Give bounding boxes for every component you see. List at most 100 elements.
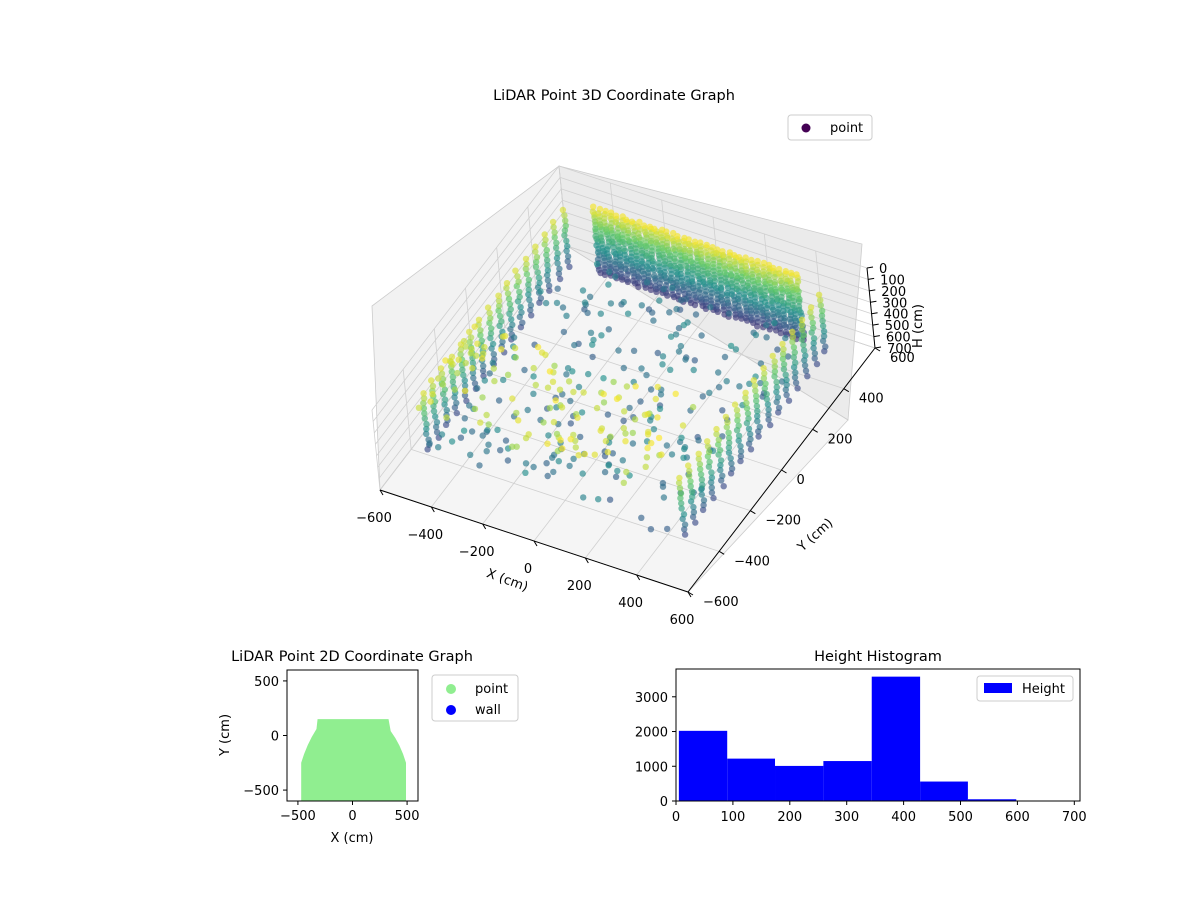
point-3d [784,353,792,360]
point-3d [742,258,750,265]
point-3d [737,453,745,460]
point-3d [564,253,572,260]
point-3d [672,390,679,397]
point-3d [552,397,559,404]
point-3d [469,359,477,367]
point-3d [780,346,787,353]
point-3d [507,306,514,313]
point-3d [532,243,539,250]
point-3d [504,290,512,297]
tick-mark-z [872,323,879,326]
point-3d [696,289,703,296]
point-3d [597,231,604,238]
point-3d [793,271,800,278]
point-3d [433,419,441,426]
point-3d [781,314,788,322]
point-3d [819,322,827,330]
point-3d [771,368,779,375]
point-3d [612,258,619,265]
point-3d [530,463,537,471]
chart-title-2d: LiDAR Point 2D Coordinate Graph [231,649,473,665]
point-3d [713,249,720,257]
point-3d [643,250,651,257]
tick-label-x-hist: 200 [777,810,802,825]
tick-mark-x [636,574,641,581]
point-3d [820,328,828,335]
point-3d [717,466,724,474]
tick-label-y: −200 [765,514,801,529]
point-3d [763,390,770,398]
point-3d [485,421,492,428]
legend-2d: point wall [431,674,519,722]
point-3d [691,238,699,245]
tick-label-z: 200 [881,285,906,300]
tick-mark-x [379,489,384,496]
point-3d [735,422,742,429]
point-3d [597,221,604,228]
point-3d [669,284,676,291]
point-3d [819,317,826,324]
point-3d [597,427,604,434]
point-3d [680,454,687,461]
point-3d [653,239,660,246]
point-3d [690,366,697,374]
tick-mark-x [533,540,538,547]
point-3d [675,479,683,486]
point-3d [527,306,534,314]
point-3d [463,397,470,405]
point-3d [439,375,447,383]
point-3d [643,454,651,461]
point-3d [624,310,632,317]
point-3d [648,254,655,262]
point-3d [789,333,797,341]
point-3d [429,382,437,390]
tick-label-x-hist: 100 [720,810,745,825]
point-3d [480,362,487,370]
point-3d [647,526,655,533]
point-3d [715,369,722,376]
point-3d [457,346,465,353]
point-3d [525,281,532,288]
point-3d [794,292,802,299]
point-3d [688,488,696,495]
point-3d [484,426,491,434]
point-3d [542,351,549,358]
point-3d [747,430,754,438]
point-3d [749,260,756,267]
point-3d [581,299,589,306]
tick-mark-z [869,289,876,292]
point-3d [560,328,568,336]
point-3d [438,370,446,377]
point-3d [477,327,484,334]
point-3d [479,367,487,375]
tick-label-z: 500 [885,319,910,334]
point-3d [802,352,809,359]
point-3d [607,212,614,219]
point-3d [706,389,713,396]
tick-label-x-hist: 500 [948,810,973,825]
point-3d [636,234,643,241]
point-3d [488,325,495,332]
point-3d [644,444,651,452]
point-3d [671,262,678,269]
point-3d [612,473,620,480]
point-3d [792,359,799,366]
point-3d [635,273,642,280]
point-3d [753,392,760,400]
point-3d [819,307,826,314]
point-3d [632,245,639,252]
point-3d [590,336,597,344]
point-3d [471,323,478,330]
tick-label-y-2d: 0 [271,730,279,745]
point-3d [449,378,457,386]
point-3d [753,402,761,410]
point-3d [511,344,519,352]
point-3d [549,454,556,461]
point-3d [584,309,591,317]
point-3d [470,374,477,382]
legend-3d: point [787,114,873,141]
point-3d [784,306,791,314]
tick-label-y: −600 [703,595,739,610]
point-3d [668,451,676,458]
point-3d [752,298,759,305]
